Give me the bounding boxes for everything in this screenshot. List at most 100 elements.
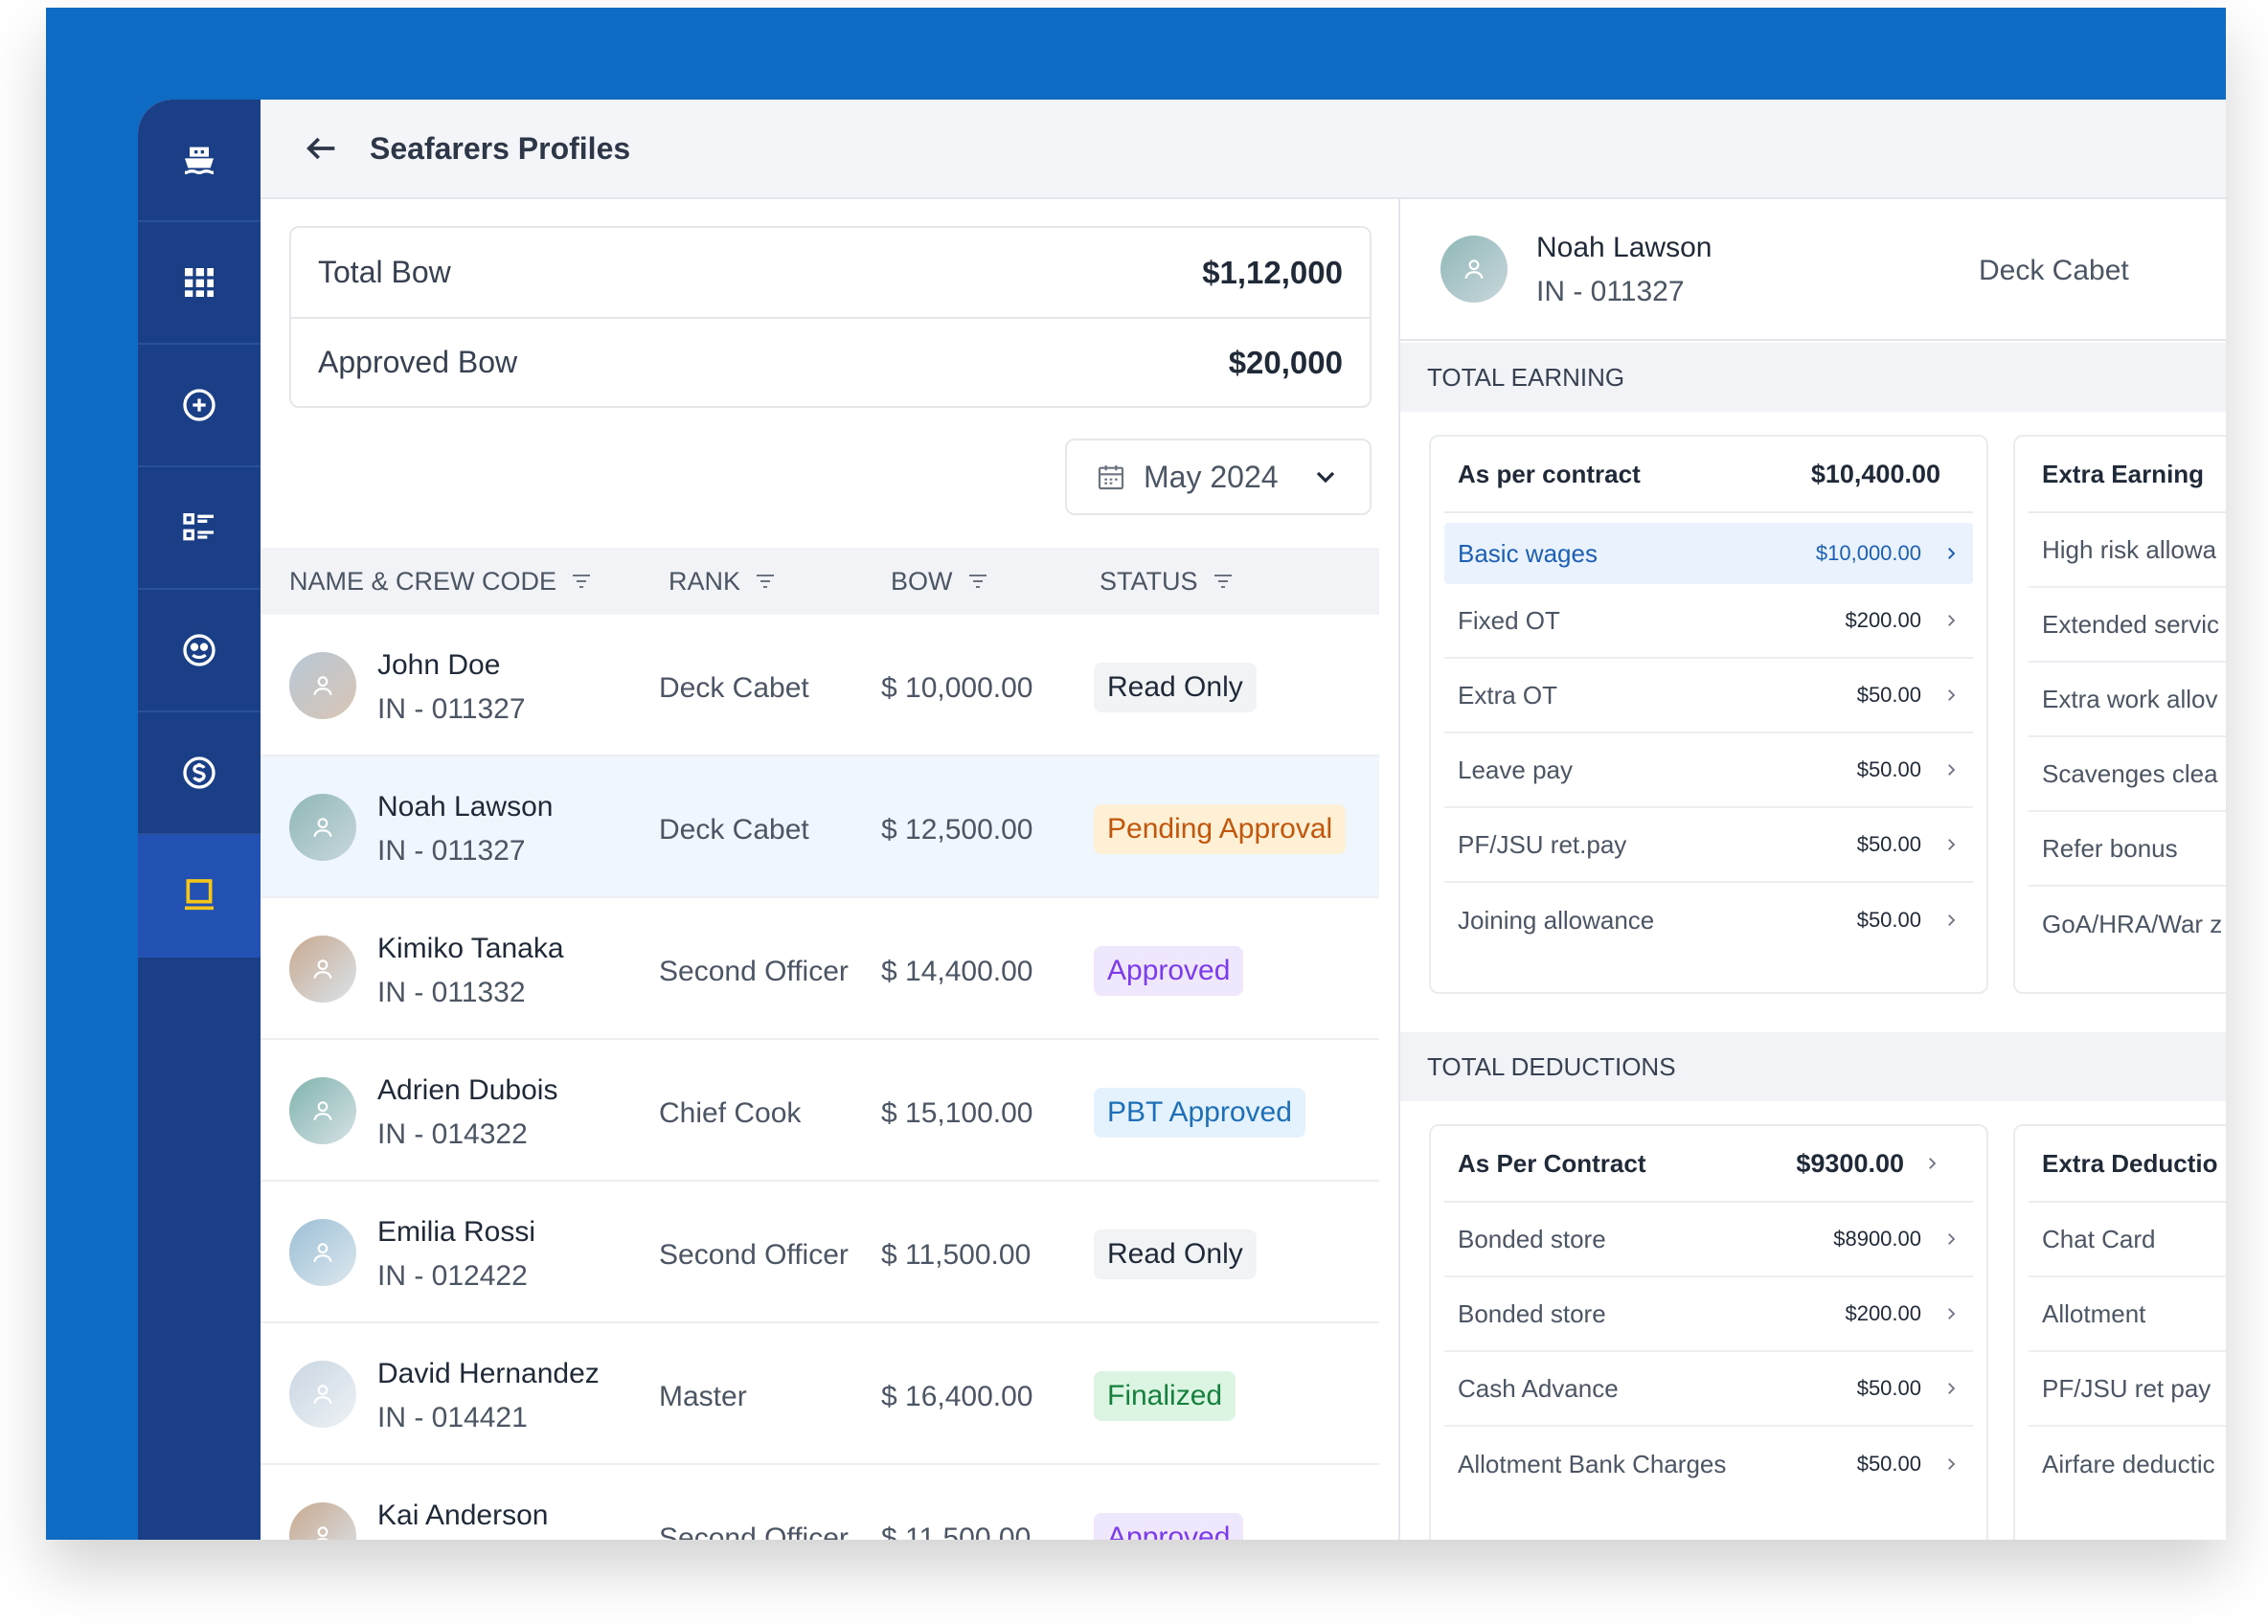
back-arrow-icon[interactable] xyxy=(303,129,341,168)
column-header-name[interactable]: NAME & CREW CODE xyxy=(289,548,593,615)
crew-bow: $ 16,400.00 xyxy=(881,1381,1033,1412)
column-header-status[interactable]: STATUS xyxy=(1100,548,1235,615)
chevron-right-icon xyxy=(1948,1383,1956,1394)
table-row[interactable]: Adrien Dubois IN - 014322 Chief Cook $ 1… xyxy=(261,1040,1379,1182)
table-header: NAME & CREW CODE RANK BOW STATUS xyxy=(261,548,1379,615)
avatar xyxy=(289,1361,356,1428)
card-title: Extra Deductio xyxy=(2042,1148,2218,1178)
sidebar-item-crew[interactable] xyxy=(138,590,261,712)
card-title: As per contract xyxy=(1458,459,1641,488)
extra-deduction-item[interactable]: Allotment xyxy=(2029,1277,2226,1352)
deduction-item[interactable]: Allotment Bank Charges $50.00 xyxy=(1444,1427,1973,1501)
sidebar-item-ship[interactable] xyxy=(138,100,261,222)
crew-table-body: John Doe IN - 011327 Deck Cabet $ 10,000… xyxy=(261,615,1379,1540)
extra-earning-item[interactable]: Scavenges clea xyxy=(2029,737,2226,812)
card-total: $9300.00 xyxy=(1796,1148,1904,1178)
table-row[interactable]: David Hernandez IN - 014421 Master $ 16,… xyxy=(261,1323,1379,1465)
crew-rank: Second Officer xyxy=(659,1522,849,1540)
card-header[interactable]: As Per Contract $9300.00 xyxy=(1444,1126,1973,1203)
item-value: $50.00 xyxy=(1856,832,1921,856)
item-label: Scavenges clea xyxy=(2042,758,2218,788)
user-icon xyxy=(313,676,332,696)
profile-code: IN - 011327 xyxy=(1536,276,1685,307)
app-window: Seafarers Profiles Total Bow $1,12,000 A… xyxy=(138,100,2226,1540)
column-header-rank[interactable]: RANK xyxy=(669,548,777,615)
table-row[interactable]: Noah Lawson IN - 011327 Deck Cabet $ 12,… xyxy=(261,756,1379,898)
sidebar xyxy=(138,100,261,1540)
crew-rank: Second Officer xyxy=(659,956,849,987)
item-label: Fixed OT xyxy=(1458,605,1560,635)
item-label: Airfare deductic xyxy=(2042,1449,2215,1478)
sidebar-item-payroll[interactable] xyxy=(138,835,261,958)
table-row[interactable]: Emilia Rossi IN - 012422 Second Officer … xyxy=(261,1182,1379,1323)
deduction-item[interactable]: Bonded store $200.00 xyxy=(1444,1277,1973,1352)
user-icon xyxy=(313,1101,332,1121)
earning-item[interactable]: Fixed OT $200.00 xyxy=(1444,584,1973,659)
extra-earning-item[interactable]: Refer bonus xyxy=(2029,812,2226,887)
extra-deduction-card: Extra Deductio Chat Card Allotment PF/JS… xyxy=(2013,1124,2226,1540)
sidebar-item-dashboard[interactable] xyxy=(138,222,261,345)
earning-contract-card: As per contract $10,400.00 Basic wages $… xyxy=(1429,435,1988,994)
crew-name: David Hernandez xyxy=(377,1358,600,1389)
crew-name: Adrien Dubois xyxy=(377,1074,558,1106)
item-label: Basic wages xyxy=(1458,538,1598,568)
table-row[interactable]: Kai Anderson Second Officer $ 11,500.00 … xyxy=(261,1465,1379,1540)
avatar xyxy=(289,652,356,719)
item-label: Chat Card xyxy=(2042,1224,2156,1253)
earning-item[interactable]: Joining allowance $50.00 xyxy=(1444,883,1973,958)
sidebar-item-add[interactable] xyxy=(138,345,261,467)
table-row[interactable]: John Doe IN - 011327 Deck Cabet $ 10,000… xyxy=(261,615,1379,756)
plus-circle-icon xyxy=(183,389,215,421)
card-title: As Per Contract xyxy=(1458,1148,1646,1178)
deduction-contract-card: As Per Contract $9300.00 Bonded store $8… xyxy=(1429,1124,1988,1540)
earning-item[interactable]: Extra OT $50.00 xyxy=(1444,659,1973,733)
crew-bow: $ 15,100.00 xyxy=(881,1097,1033,1129)
column-header-bow[interactable]: BOW xyxy=(891,548,989,615)
earning-item-basic-wages[interactable]: Basic wages $10,000.00 xyxy=(1444,523,1973,584)
laptop-icon xyxy=(185,879,214,911)
month-select-value: May 2024 xyxy=(1144,459,1279,494)
month-select[interactable]: May 2024 xyxy=(1065,439,1372,515)
status-badge: Approved xyxy=(1094,946,1244,996)
extra-deduction-item[interactable]: PF/JSU ret pay xyxy=(2029,1352,2226,1427)
face-icon xyxy=(183,634,215,666)
crew-name: John Doe xyxy=(377,649,501,681)
extra-earning-item[interactable]: Extended servic xyxy=(2029,588,2226,663)
chevron-right-icon xyxy=(1948,615,1956,626)
item-value: $50.00 xyxy=(1856,683,1921,707)
extra-deduction-item[interactable]: Chat Card xyxy=(2029,1203,2226,1277)
column-label: RANK xyxy=(669,566,741,596)
status-badge: Finalized xyxy=(1094,1371,1236,1421)
crew-name: Kai Anderson xyxy=(377,1500,549,1531)
dollar-icon xyxy=(183,756,215,789)
earning-item[interactable]: PF/JSU ret.pay $50.00 xyxy=(1444,808,1973,883)
extra-earning-item[interactable]: High risk allowa xyxy=(2029,513,2226,588)
column-label: BOW xyxy=(891,566,953,596)
filter-icon[interactable] xyxy=(570,570,593,593)
filter-icon[interactable] xyxy=(1212,570,1235,593)
total-deductions-title: TOTAL DEDUCTIONS xyxy=(1400,1032,2226,1101)
extra-earning-item[interactable]: Extra work allov xyxy=(2029,663,2226,737)
avatar xyxy=(289,1077,356,1144)
crew-list-panel: Total Bow $1,12,000 Approved Bow $20,000… xyxy=(261,199,1525,1540)
approved-bow-row: Approved Bow $20,000 xyxy=(291,317,1370,406)
item-label: Joining allowance xyxy=(1458,905,1655,935)
earning-item[interactable]: Leave pay $50.00 xyxy=(1444,733,1973,808)
deduction-item[interactable]: Bonded store $8900.00 xyxy=(1444,1203,1973,1277)
approved-bow-value: $20,000 xyxy=(1228,344,1343,380)
filter-icon[interactable] xyxy=(754,570,777,593)
deduction-item[interactable]: Cash Advance $50.00 xyxy=(1444,1352,1973,1427)
crew-name: Emilia Rossi xyxy=(377,1216,536,1248)
table-row[interactable]: Kimiko Tanaka IN - 011332 Second Officer… xyxy=(261,898,1379,1040)
chevron-right-icon xyxy=(1948,1308,1956,1320)
extra-deduction-item[interactable]: Airfare deductic xyxy=(2029,1427,2226,1501)
sidebar-item-list[interactable] xyxy=(138,467,261,590)
extra-earning-item[interactable]: GoA/HRA/War z xyxy=(2029,887,2226,961)
chevron-right-icon xyxy=(1948,1233,1956,1245)
crew-code: IN - 011327 xyxy=(377,835,526,867)
column-label: NAME & CREW CODE xyxy=(289,566,557,596)
sidebar-item-finance[interactable] xyxy=(138,712,261,835)
status-badge: Approved xyxy=(1094,1513,1244,1540)
filter-icon[interactable] xyxy=(966,570,989,593)
user-icon xyxy=(313,1243,332,1263)
